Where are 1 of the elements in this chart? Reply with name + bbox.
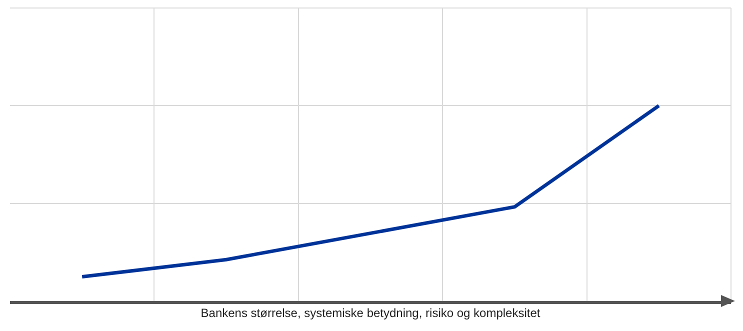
x-axis-title: Bankens størrelse, systemiske betydning, risiko og kompleksitet — [200, 306, 541, 320]
